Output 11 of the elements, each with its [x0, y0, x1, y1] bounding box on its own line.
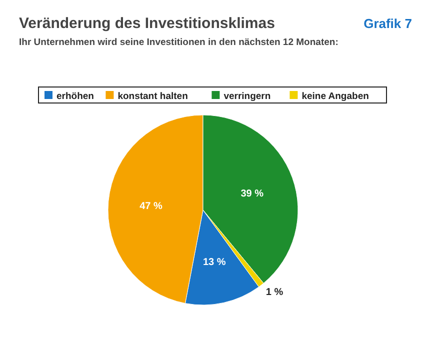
data-label: 39 % [240, 188, 264, 200]
legend-label: erhöhen [56, 91, 94, 102]
chart-title: Veränderung des Investitionsklimas [19, 15, 275, 32]
legend-label: konstant halten [118, 91, 188, 102]
data-label: 13 % [203, 256, 226, 268]
data-label: 1 % [266, 287, 284, 298]
chart-subtitle: Ihr Unternehmen wird seine Investitionen in den nächsten 12 Monaten: [19, 37, 338, 48]
legend-label: verringern [224, 91, 271, 102]
data-label: 47 % [140, 201, 162, 212]
text: Grafik 7 [364, 16, 412, 31]
legend-label: keine Angaben [302, 91, 370, 102]
